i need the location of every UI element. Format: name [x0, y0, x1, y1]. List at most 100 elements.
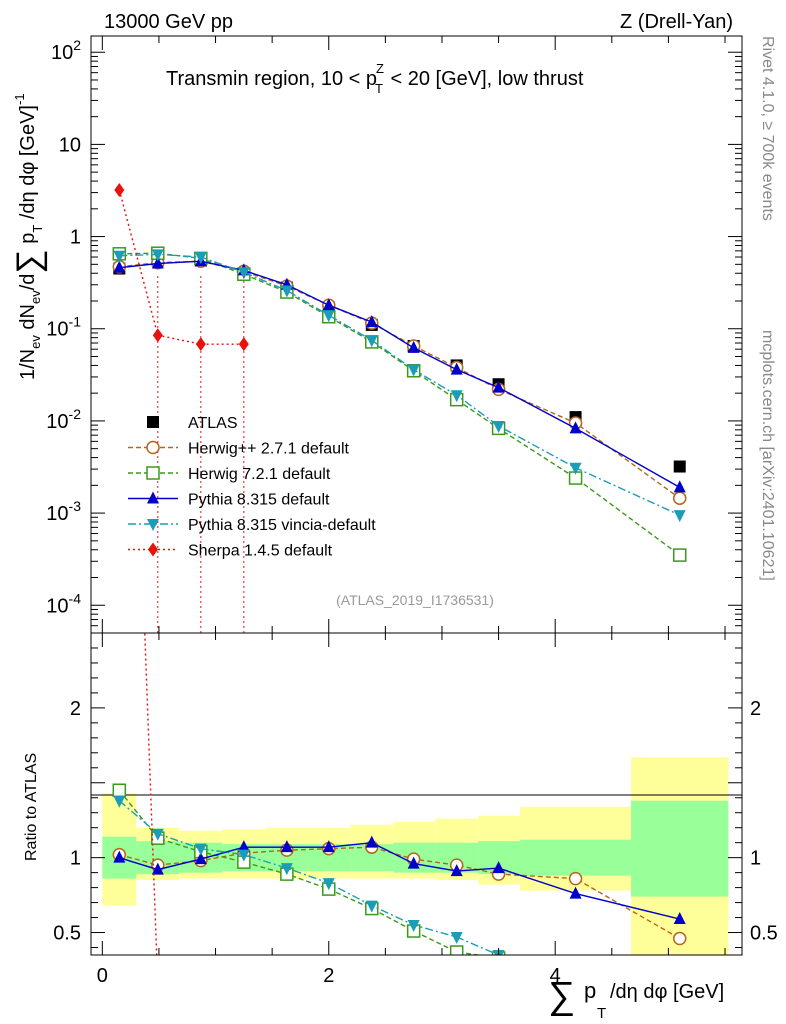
ratio-y-tick-label-left: 0.5 [53, 923, 81, 945]
ratio-band-inner [631, 800, 729, 897]
ratio-point [449, 945, 464, 955]
ratio-point [568, 871, 583, 886]
legend-marker [146, 466, 160, 480]
main-point [673, 480, 686, 493]
ratio-band-inner [520, 839, 632, 876]
main-series-line [119, 260, 681, 489]
ratio-point [365, 900, 378, 913]
main-point [450, 390, 463, 403]
main-point [322, 298, 335, 311]
ratio-y-tick-label-left: 2 [70, 698, 81, 720]
ratio-point [407, 856, 420, 869]
ratio-y-tick-label-right: 0.5 [750, 923, 778, 945]
legend-label: Herwig++ 2.7.1 default [188, 441, 350, 458]
x-tick-label: 4 [550, 965, 561, 987]
main-point [280, 285, 293, 298]
main-point [569, 421, 582, 434]
svg-text:∑: ∑ [548, 975, 575, 1017]
ratio-point [280, 840, 293, 853]
legend-label: Pythia 8.315 default [188, 492, 330, 509]
main-point [673, 510, 686, 523]
ratio-point [322, 878, 335, 891]
main-point [450, 362, 463, 375]
ratio-y-tick-label-right: 2 [750, 698, 761, 720]
ratio-point [151, 828, 164, 841]
legend-label: Pythia 8.315 vincia-default [188, 517, 376, 534]
main-y-tick-label: 1 [70, 227, 81, 249]
ratio-point [113, 795, 126, 808]
y-axis-label-ratio: Ratio to ATLAS [23, 753, 40, 861]
ratio-point [407, 920, 420, 933]
x-tick-label: 0 [97, 965, 108, 987]
legend: ATLAS Herwig++ 2.7.1 default Herwig 7.2.1 … [128, 415, 376, 560]
main-series-line [118, 189, 244, 345]
main-point [195, 337, 206, 352]
main-point [151, 249, 164, 262]
main-point [672, 548, 687, 562]
legend-label: Sherpa 1.4.5 default [188, 543, 333, 560]
ratio-point [151, 862, 164, 875]
main-y-tick-label: 10-1 [46, 314, 81, 341]
main-point [365, 335, 378, 348]
main-point [365, 315, 378, 328]
ratio-point [237, 840, 250, 853]
main-point [672, 491, 687, 505]
ratio-frame [90, 632, 743, 956]
main-y-tick-label: 102 [51, 37, 81, 64]
analysis-id: (ATLAS_2019_I1736531) [336, 592, 494, 608]
main-y-tick-label: 10-4 [46, 590, 81, 617]
legend-marker [147, 491, 159, 504]
svg-text:p: p [584, 978, 596, 1003]
ratio-y-tick-label-right: 1 [750, 848, 761, 870]
process-label: Z (Drell-Yan) [620, 11, 733, 33]
main-point [113, 260, 126, 273]
ratio-point [365, 835, 378, 848]
main-point [194, 252, 207, 265]
legend-marker [147, 416, 159, 428]
ratio-series-line [119, 841, 680, 920]
main-point [492, 380, 505, 393]
ratio-series-group [112, 633, 687, 996]
main-series-line [119, 253, 680, 516]
main-point [237, 267, 250, 280]
main-series-line [119, 260, 681, 499]
main-series-group [112, 183, 687, 633]
ratio-axis-ticks: 0 2 4 0.5 0.5 1 1 2 2 [53, 633, 778, 987]
ratio-point [570, 960, 582, 972]
main-point [569, 462, 582, 475]
rivet-watermark: Rivet 4.1.0, ≥ 700k events [759, 36, 776, 221]
ratio-point [492, 861, 505, 874]
main-point [492, 421, 505, 434]
main-axis-ticks: 10-4 10-3 10-2 10-1 1 10 102 [46, 36, 742, 634]
ratio-series-line [118, 789, 483, 955]
main-y-tick-label: 10 [59, 134, 81, 156]
main-series-line [119, 252, 681, 556]
ratio-point [450, 864, 463, 877]
main-point [673, 460, 686, 473]
mcplots-watermark: mcplots.cern.ch [arXiv:2401.10621] [759, 330, 776, 581]
main-point [322, 310, 335, 323]
ratio-point [674, 959, 686, 971]
ratio-point [450, 932, 463, 945]
ratio-point [280, 863, 293, 876]
svg-text:/dη dφ [GeV]: /dη dφ [GeV] [610, 981, 724, 1003]
main-panel: 10-4 10-3 10-2 10-1 1 10 102 (ATLAS_2019_I1736… [46, 35, 743, 634]
main-point [407, 364, 420, 377]
svg-text:T: T [597, 1005, 606, 1022]
ratio-point [569, 886, 582, 899]
ratio-panel: 0 2 4 0.5 0.5 1 1 2 2 [53, 632, 778, 996]
ratio-point [673, 912, 686, 925]
main-point [152, 328, 163, 343]
legend-label: Herwig 7.2.1 default [188, 466, 331, 483]
beam-label: 13000 GeV pp [104, 11, 233, 33]
ratio-point [672, 931, 687, 946]
ratio-point [196, 982, 206, 996]
ratio-point [194, 852, 207, 865]
legend-marker [146, 440, 160, 455]
main-point [151, 256, 164, 269]
main-point [407, 340, 420, 353]
y-axis-label-main: 1/Nev dNev/d∑ pT /dη dφ [GeV]-1 [10, 93, 48, 380]
x-axis-label: ∑ p T /dη dφ [GeV] [548, 975, 724, 1022]
main-point [114, 183, 125, 198]
